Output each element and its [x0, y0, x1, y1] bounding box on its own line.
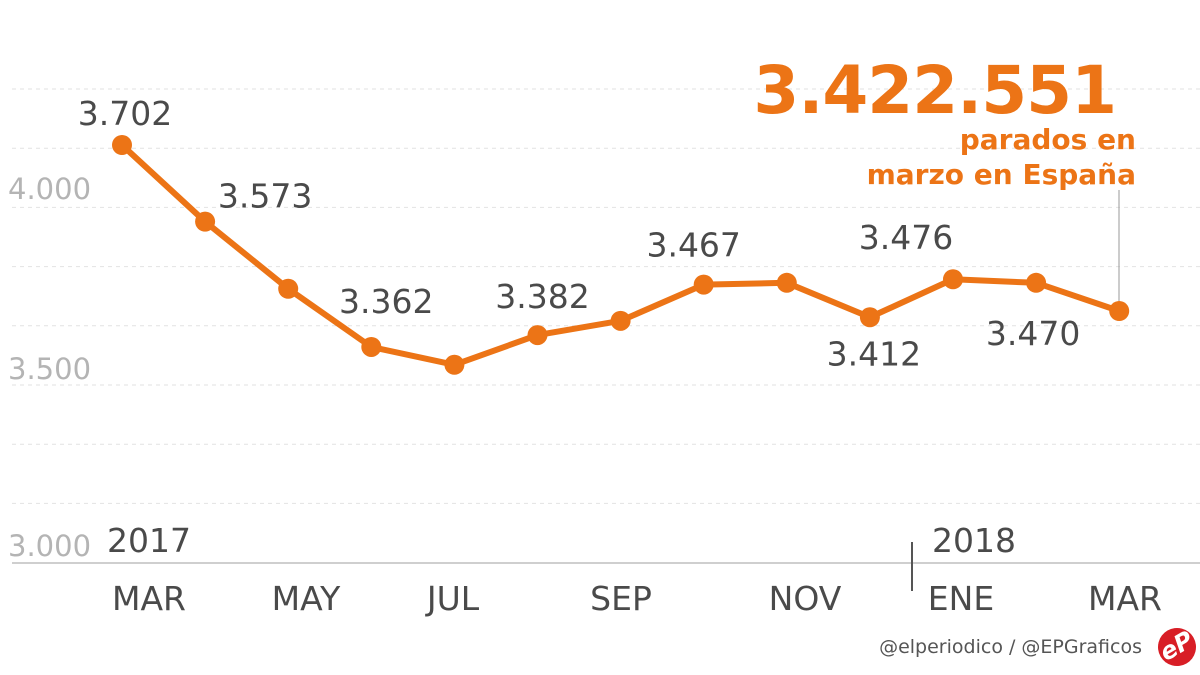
data-label: 3.476 — [859, 218, 953, 257]
x-tick-label: NOV — [769, 579, 842, 618]
x-tick-label: MAR — [112, 579, 186, 618]
x-tick-label: ENE — [928, 579, 994, 618]
data-point — [610, 310, 631, 331]
data-point — [361, 336, 382, 357]
data-label: 3.467 — [646, 226, 740, 265]
data-point — [112, 135, 132, 155]
data-point — [278, 278, 299, 299]
data-point — [444, 354, 465, 375]
year-label: 2018 — [932, 521, 1016, 560]
headline-caption: parados en marzo en España — [867, 122, 1136, 192]
x-tick-label: MAR — [1088, 579, 1162, 618]
x-tick-label: MAY — [272, 579, 341, 618]
data-label: 3.412 — [827, 334, 921, 373]
y-tick-label: 3.000 — [8, 529, 91, 563]
data-label: 3.702 — [78, 94, 172, 133]
data-label: 3.362 — [339, 282, 433, 321]
data-label: 3.382 — [495, 277, 589, 316]
data-point — [693, 274, 714, 295]
x-tick-label: JUL — [425, 579, 480, 618]
headline-caption-line: marzo en España — [866, 158, 1136, 191]
data-point — [1109, 300, 1130, 321]
x-tick-label: SEP — [590, 579, 652, 618]
data-point — [527, 325, 548, 346]
data-label: 3.573 — [218, 177, 312, 216]
year-label: 2017 — [107, 521, 191, 560]
data-point — [776, 272, 797, 293]
y-tick-label: 3.500 — [8, 352, 91, 386]
data-label: 3.470 — [986, 314, 1080, 353]
y-tick-label: 4.000 — [8, 172, 91, 206]
credit-text: @elperiodico / @EPGraficos — [879, 636, 1142, 658]
data-point — [859, 307, 880, 328]
data-point — [1026, 272, 1047, 293]
headline-value: 3.422.551 — [753, 52, 1117, 129]
headline-caption-line: parados en — [959, 123, 1136, 156]
data-point — [195, 211, 216, 232]
data-point — [943, 269, 963, 290]
